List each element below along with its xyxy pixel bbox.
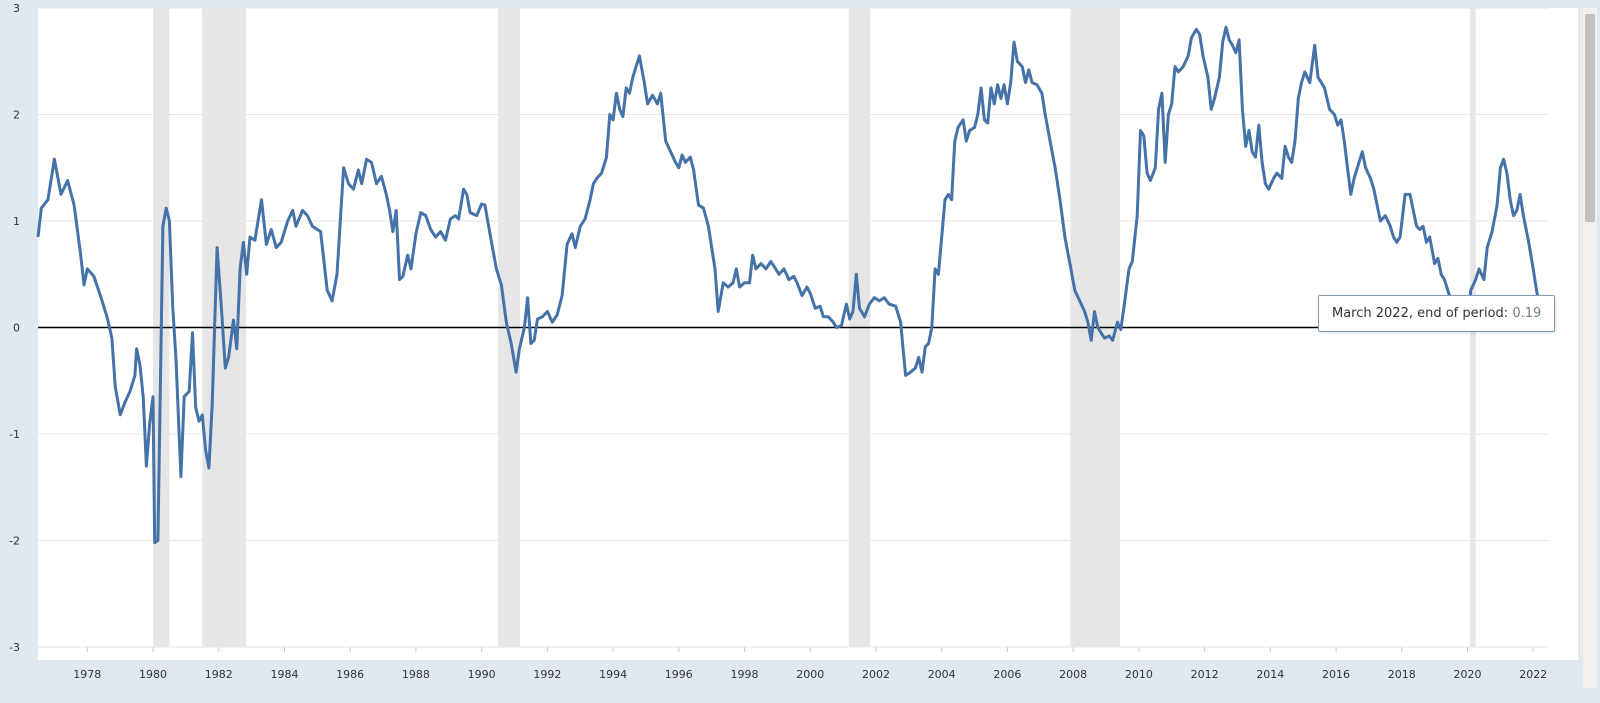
x-tick-label: 2004 [928,668,956,681]
x-tick-label: 2006 [993,668,1021,681]
tooltip-value: 0.19 [1512,306,1542,321]
y-tick-label: -3 [9,641,20,654]
x-tick-label: 1988 [402,668,430,681]
x-tick-label: 2014 [1256,668,1284,681]
vertical-scrollbar[interactable] [1583,8,1597,688]
x-tick-label: 2008 [1059,668,1087,681]
x-tick-label: 2000 [796,668,824,681]
x-tick-label: 1984 [270,668,298,681]
x-tick-label: 1980 [139,668,167,681]
y-tick-label: 0 [13,322,20,335]
plot-background [38,8,1578,660]
x-tick-label: 1996 [665,668,693,681]
series-line-0 [36,25,1542,545]
y-tick-label: -2 [9,535,20,548]
x-tick-label: 1986 [336,668,364,681]
y-tick-label: 2 [13,109,20,122]
data-tooltip: March 2022, end of period: 0.19 [1318,295,1556,332]
y-tick-label: 1 [13,215,20,228]
x-tick-label: 1978 [73,668,101,681]
y-axis-tick-labels: 3 2 1 0 -1 -2 -3 [9,2,20,654]
scrollbar-thumb[interactable] [1585,14,1595,222]
x-tick-label: 1998 [731,668,759,681]
x-tick-label: 1990 [468,668,496,681]
x-axis-tick-labels: 1978 1980 1982 1984 1986 1988 1990 1992 1994 1996… [73,647,1547,681]
x-tick-label: 2022 [1519,668,1547,681]
x-tick-label: 2002 [862,668,890,681]
x-tick-label: 2010 [1125,668,1153,681]
x-tick-label: 1994 [599,668,627,681]
x-tick-label: 1982 [205,668,233,681]
x-tick-label: 2018 [1388,668,1416,681]
series-layer [36,25,1542,545]
x-tick-label: 2020 [1453,668,1481,681]
y-tick-label: -1 [9,428,20,441]
x-tick-label: 2012 [1191,668,1219,681]
x-tick-label: 2016 [1322,668,1350,681]
tooltip-label: March 2022, end of period: [1332,306,1513,321]
x-tick-label: 1992 [533,668,561,681]
y-tick-label: 3 [13,2,20,15]
